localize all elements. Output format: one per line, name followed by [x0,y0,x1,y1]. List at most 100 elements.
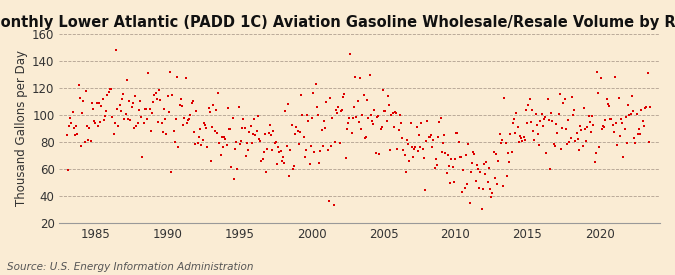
Point [192,141,203,145]
Point [512,125,523,130]
Point [464,200,475,205]
Point [61,133,72,137]
Point [91,101,102,106]
Point [65,116,76,120]
Point [382,94,393,98]
Point [386,113,397,118]
Point [612,142,623,147]
Point [338,94,348,99]
Point [364,73,375,78]
Point [412,148,423,153]
Point [383,103,394,107]
Point [487,191,497,195]
Point [514,134,525,139]
Point [252,113,263,118]
Point [292,129,303,133]
Point [281,144,292,148]
Point [628,109,639,113]
Point [172,75,183,80]
Point [377,125,387,129]
Point [639,124,649,129]
Point [112,106,123,111]
Point [119,116,130,121]
Point [445,180,456,185]
Point [245,124,256,128]
Point [328,203,339,208]
Point [76,144,86,148]
Point [568,113,578,117]
Point [547,119,558,124]
Point [400,170,411,174]
Point [311,105,322,109]
Point [591,150,601,155]
Point [160,117,171,121]
Point [128,101,138,105]
Point [443,164,454,169]
Point [637,118,648,123]
Point [503,150,514,155]
Point [352,98,363,103]
Point [325,96,335,100]
Point [434,120,445,124]
Point [145,129,156,133]
Point [180,76,191,80]
Point [167,92,178,97]
Point [542,97,553,101]
Point [92,124,103,128]
Point [551,122,562,126]
Point [365,113,376,117]
Point [80,89,91,93]
Point [385,148,396,153]
Point [456,155,466,159]
Point [643,140,654,144]
Point [523,103,534,107]
Point [526,108,537,112]
Point [250,133,261,137]
Point [268,128,279,133]
Point [269,141,280,145]
Point [271,139,281,144]
Point [259,150,269,154]
Point [190,142,200,146]
Point [622,140,632,145]
Point [130,93,140,98]
Point [79,140,90,144]
Point [381,119,392,124]
Point [124,99,134,104]
Point [518,135,529,139]
Point [583,114,594,119]
Point [159,106,169,111]
Point [348,116,358,120]
Point [435,116,446,120]
Point [197,138,208,142]
Point [409,147,420,151]
Point [86,101,97,105]
Point [316,128,327,133]
Point [394,113,405,117]
Point [231,140,242,144]
Point [569,108,580,112]
Point [222,106,233,110]
Point [374,152,385,156]
Point [178,123,189,127]
Point [429,165,440,170]
Point [610,75,620,79]
Point [191,109,202,113]
Point [183,118,194,122]
Point [369,108,380,112]
Point [624,112,635,117]
Point [494,131,505,136]
Point [277,158,288,163]
Point [84,125,95,130]
Point [533,132,543,137]
Point [211,108,221,112]
Point [304,162,315,166]
Point [597,124,608,128]
Point [558,101,569,105]
Point [373,114,383,118]
Point [249,117,260,122]
Point [255,139,266,143]
Point [310,82,321,86]
Point [132,121,143,125]
Point [286,122,297,127]
